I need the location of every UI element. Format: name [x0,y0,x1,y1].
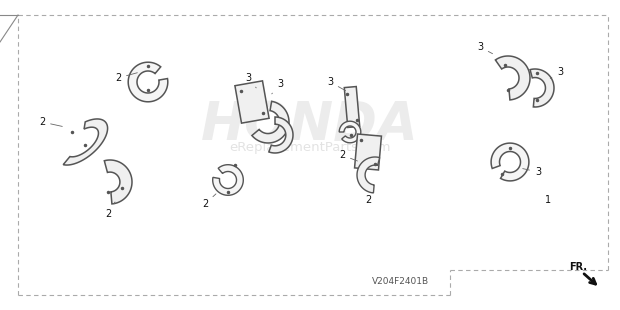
Text: HONDA: HONDA [201,99,419,151]
Polygon shape [104,160,132,204]
Text: 3: 3 [327,77,345,91]
Text: eReplacementParts.com: eReplacementParts.com [229,140,391,153]
Text: FR.: FR. [569,262,587,272]
Polygon shape [355,134,381,170]
Polygon shape [63,119,108,165]
Text: 2: 2 [105,202,115,219]
Text: 3: 3 [272,79,283,94]
Text: 2: 2 [339,150,357,161]
Polygon shape [491,143,529,181]
Polygon shape [213,165,243,195]
Text: 3: 3 [245,73,256,88]
Text: 2: 2 [115,73,137,83]
Polygon shape [530,69,554,107]
Text: 2: 2 [365,189,374,205]
Polygon shape [235,81,269,123]
Polygon shape [495,56,530,100]
Text: 1: 1 [545,195,551,205]
Polygon shape [344,86,360,127]
Polygon shape [128,62,168,102]
Polygon shape [357,157,379,193]
Polygon shape [269,117,293,153]
Text: 3: 3 [551,67,563,78]
Text: 2: 2 [202,194,216,209]
Polygon shape [339,121,361,143]
Polygon shape [252,101,289,143]
Text: 3: 3 [523,167,541,177]
Text: 2: 2 [39,117,62,127]
Text: 3: 3 [477,42,492,54]
Text: V204F2401B: V204F2401B [371,277,428,286]
